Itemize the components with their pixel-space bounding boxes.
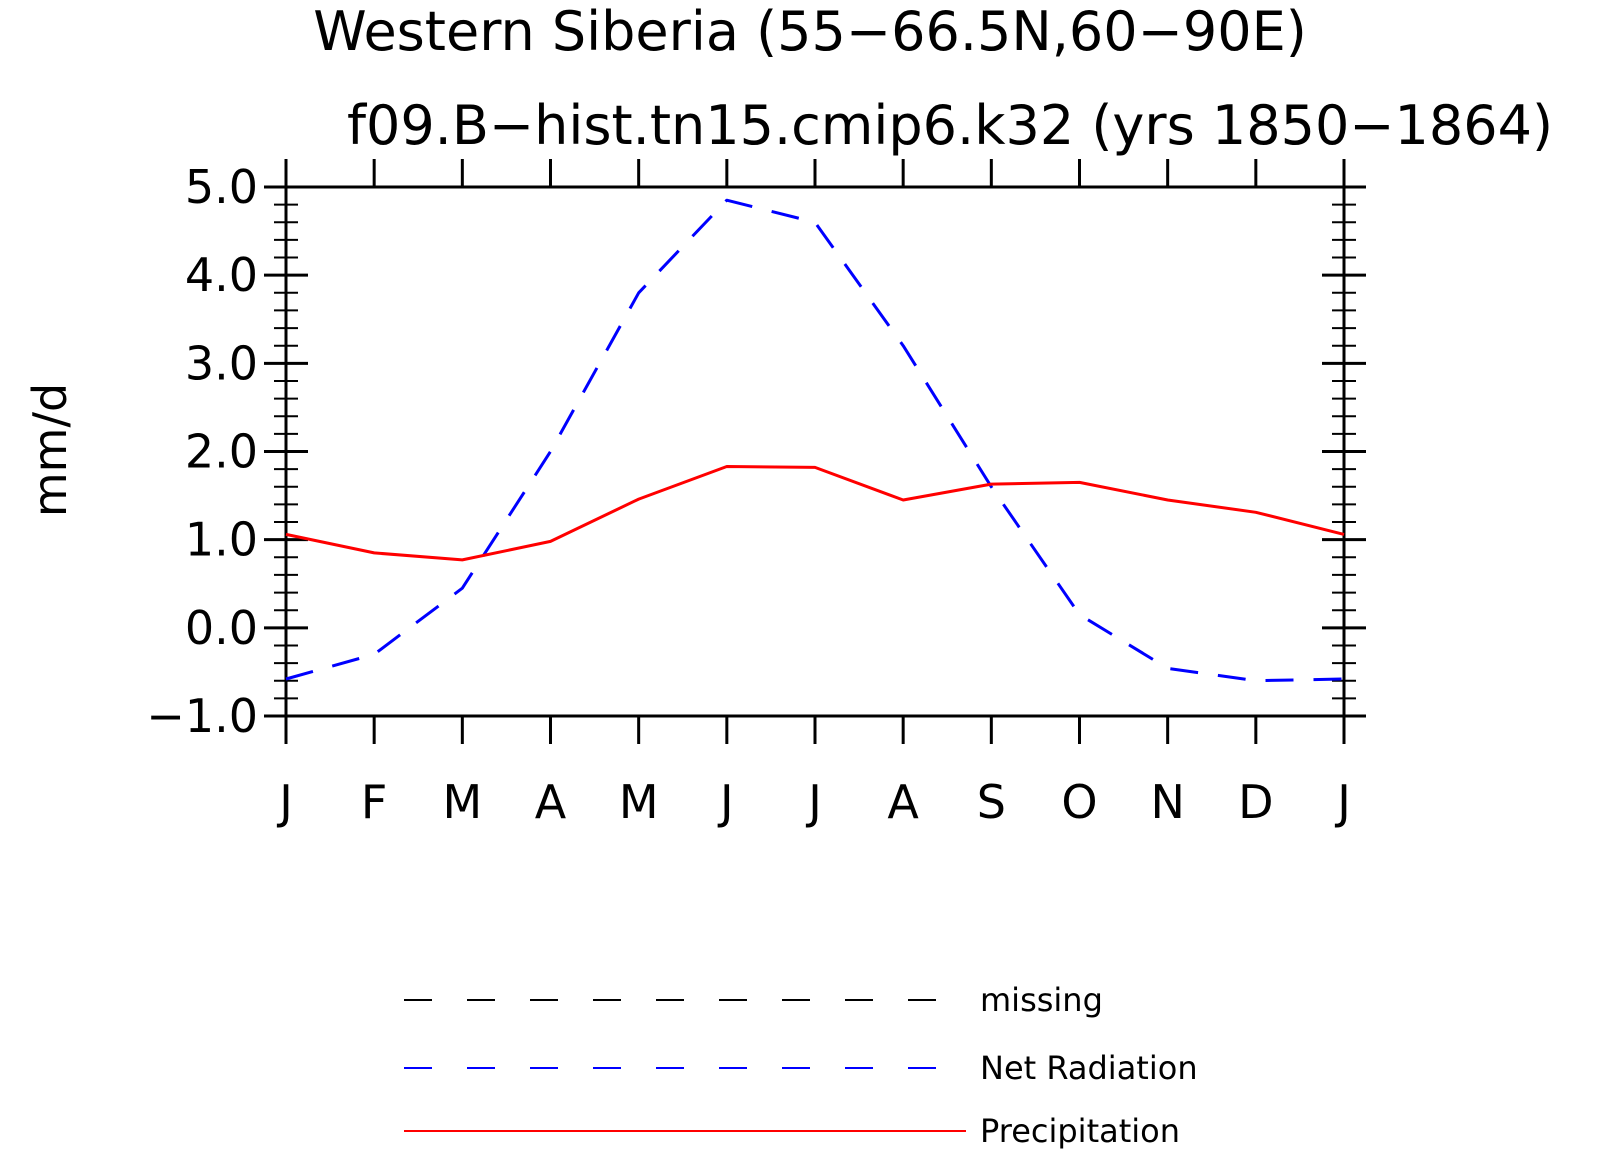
y-tick-label: 2.0: [185, 425, 258, 479]
x-tick-label: M: [619, 775, 659, 829]
legend: missing Net Radiation Precipitation: [404, 981, 1198, 1150]
plot-frame: [284, 185, 1346, 718]
chart-subtitle: f09.B−hist.tn15.cmip6.k32 (yrs 1850−1864…: [347, 94, 1553, 157]
x-tick-label: O: [1061, 775, 1097, 829]
y-tick-label: 3.0: [185, 336, 258, 390]
x-tick-label: J: [717, 775, 734, 829]
x-tick-label: J: [276, 775, 293, 829]
y-tick-label: 1.0: [185, 513, 258, 567]
x-tick-label: A: [535, 775, 567, 829]
y-axis-label: mm/d: [23, 383, 77, 517]
y-tick-label: 4.0: [185, 248, 258, 302]
x-tick-label: F: [361, 775, 387, 829]
x-tick-label: S: [977, 775, 1006, 829]
x-tick-label: N: [1150, 775, 1184, 829]
x-tick-label: M: [442, 775, 482, 829]
series-line-2: [285, 465, 1345, 562]
x-tick-label: J: [805, 775, 822, 829]
legend-label-2: Precipitation: [980, 1112, 1180, 1150]
series-line-1: [285, 198, 1345, 683]
y-tick-label: −1.0: [146, 689, 258, 743]
x-tick-label: A: [887, 775, 919, 829]
y-tick-label: 0.0: [185, 601, 258, 655]
plot-area: −1.00.01.02.03.04.05.0J F M A M J J A S O N D J: [146, 159, 1366, 829]
x-tick-label: D: [1238, 775, 1273, 829]
y-tick-label: 5.0: [185, 160, 258, 214]
legend-label-0: missing: [980, 981, 1103, 1019]
chart-title: Western Siberia (55−66.5N,60−90E): [313, 0, 1307, 63]
x-tick-label: J: [1334, 775, 1351, 829]
legend-label-1: Net Radiation: [980, 1049, 1198, 1087]
